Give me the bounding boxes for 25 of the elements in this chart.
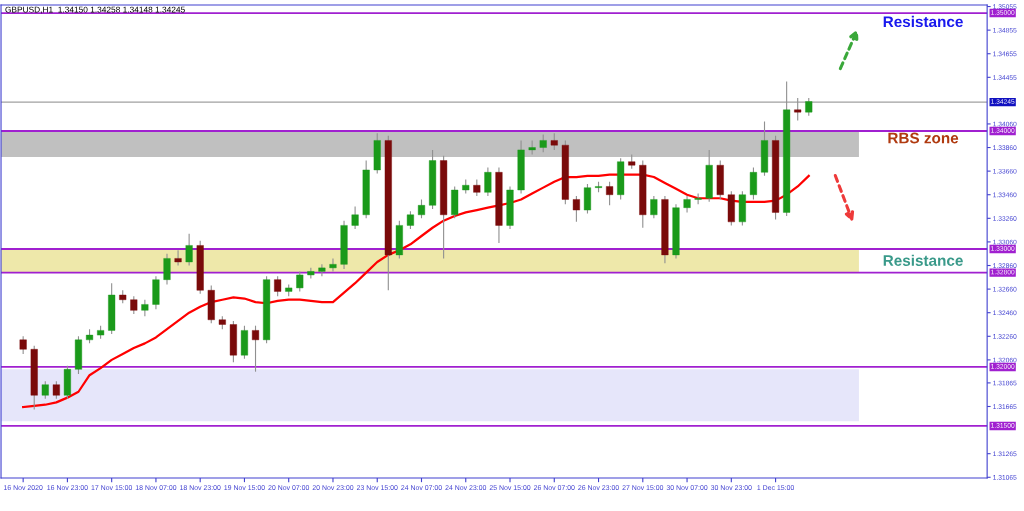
candlestick <box>417 198 426 219</box>
candlestick <box>572 195 580 223</box>
candlestick <box>296 270 304 293</box>
candlestick <box>329 257 337 272</box>
candlestick <box>484 167 492 197</box>
candlestick <box>528 139 536 156</box>
text: RBS zone <box>888 132 959 144</box>
candlestick <box>650 195 658 219</box>
candlestick <box>185 233 193 267</box>
text: Resistance <box>883 15 963 28</box>
candlestick <box>251 325 260 373</box>
text: Resistance <box>883 254 963 266</box>
candlestick <box>583 183 591 215</box>
candlestick <box>141 299 149 317</box>
candlestick <box>174 249 182 267</box>
candlestick <box>318 263 326 277</box>
candlestick <box>163 253 171 285</box>
candlestick <box>794 97 802 121</box>
candlestick <box>351 205 359 230</box>
line-series <box>22 173 810 409</box>
candlestick <box>274 275 282 297</box>
candlestick <box>749 167 757 200</box>
chart-title: GBPUSD,H1 1.34150 1.34258 1.34148 1.34245 <box>5 6 185 14</box>
candlestick <box>606 181 614 206</box>
candlestick <box>694 192 702 205</box>
